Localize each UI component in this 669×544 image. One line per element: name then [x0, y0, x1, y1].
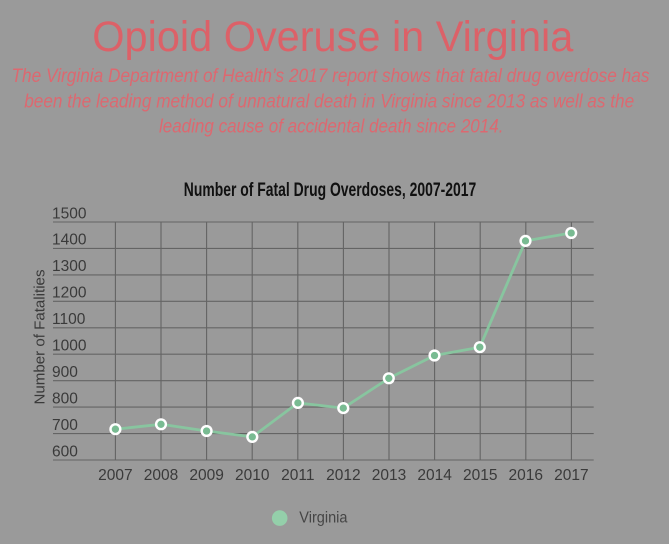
svg-text:1200: 1200 [52, 285, 87, 302]
svg-text:1100: 1100 [52, 311, 86, 328]
svg-text:2014: 2014 [417, 467, 452, 484]
svg-text:2017: 2017 [554, 467, 588, 484]
svg-text:The Virginia Department of Hea: The Virginia Department of Health’s 2017… [12, 66, 650, 87]
svg-text:2010: 2010 [235, 467, 270, 484]
svg-text:2013: 2013 [372, 467, 406, 484]
svg-text:2016: 2016 [509, 467, 543, 484]
svg-text:600: 600 [52, 443, 78, 460]
svg-text:leading cause of accidental de: leading cause of accidental death since … [159, 117, 504, 138]
svg-text:Opioid Overuse in Virginia: Opioid Overuse in Virginia [92, 13, 573, 61]
svg-text:1500: 1500 [52, 205, 87, 222]
svg-text:1000: 1000 [52, 338, 87, 355]
svg-text:1400: 1400 [52, 232, 87, 249]
svg-text:800: 800 [52, 390, 78, 407]
svg-text:Virginia: Virginia [299, 510, 347, 527]
svg-text:Number of Fatalities: Number of Fatalities [33, 270, 49, 405]
svg-text:1300: 1300 [52, 258, 87, 275]
svg-text:700: 700 [52, 417, 78, 434]
svg-text:2012: 2012 [326, 467, 360, 484]
svg-text:2007: 2007 [98, 467, 132, 484]
svg-text:Number of Fatal Drug Overdoses: Number of Fatal Drug Overdoses, 2007-201… [184, 180, 476, 201]
svg-text:2011: 2011 [281, 467, 314, 484]
svg-text:2015: 2015 [463, 467, 497, 484]
svg-text:2009: 2009 [189, 467, 223, 484]
svg-text:900: 900 [52, 364, 78, 381]
svg-text:been the leading method of unn: been the leading method of unnatural dea… [24, 91, 634, 112]
svg-text:2008: 2008 [144, 467, 178, 484]
